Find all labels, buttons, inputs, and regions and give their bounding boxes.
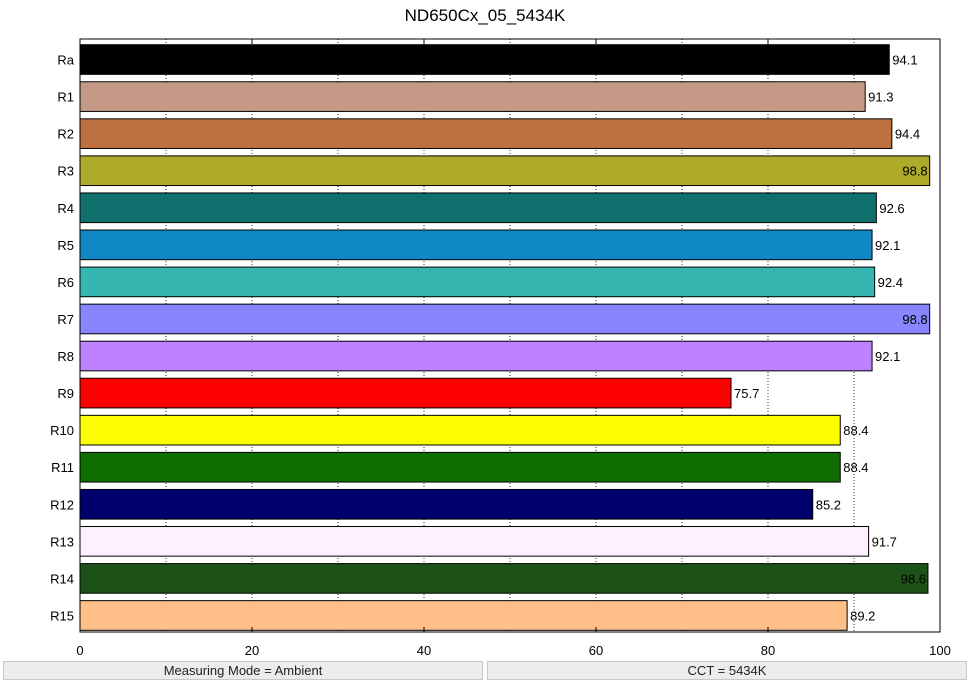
- category-label: Ra: [57, 53, 74, 68]
- value-label: 91.7: [872, 534, 897, 549]
- category-label: R15: [50, 608, 74, 623]
- x-tick-label: 100: [929, 643, 951, 658]
- bar-r11: [79, 451, 841, 483]
- value-label: 98.8: [902, 164, 927, 179]
- value-label: 92.1: [875, 238, 900, 253]
- x-tick-label: 20: [245, 643, 259, 658]
- category-label: R5: [57, 238, 74, 253]
- value-label: 94.1: [892, 53, 917, 68]
- bar-r1: [79, 81, 866, 112]
- value-labels: 94.1 91.3 94.4 98.8 92.6 92.1 92.4 98.8 92.1 75.7…: [734, 53, 928, 624]
- bar-r2: [79, 118, 893, 149]
- bar-r7: [79, 303, 931, 335]
- x-tick-label: 40: [417, 643, 431, 658]
- chart-title: ND650Cx_05_5434K: [404, 6, 566, 25]
- value-label: 88.4: [843, 460, 868, 475]
- bar-r6: [79, 266, 876, 298]
- value-label: 88.4: [843, 423, 868, 438]
- bar-r5: [79, 229, 873, 261]
- value-label: 75.7: [734, 386, 759, 401]
- bar-r13: [79, 526, 870, 557]
- x-tick-label: 0: [76, 643, 83, 658]
- value-label: 94.4: [895, 127, 920, 142]
- bar-r3: [79, 155, 931, 187]
- category-label: R3: [57, 164, 74, 179]
- category-label: R8: [57, 349, 74, 364]
- x-tick-label: 60: [589, 643, 603, 658]
- measuring-mode-status: Measuring Mode = Ambient: [3, 661, 483, 680]
- bar-r12: [79, 488, 814, 520]
- value-label: 98.6: [901, 571, 926, 586]
- x-tick-label: 80: [761, 643, 775, 658]
- bar-r15: [79, 600, 848, 631]
- bar-r4: [79, 192, 877, 224]
- bar-ra: [79, 44, 890, 75]
- category-label: R14: [50, 571, 74, 586]
- bars: [79, 44, 931, 631]
- category-label: R1: [57, 90, 74, 105]
- bar-chart: Ra R1 R2 R3 R4 R5 R6 R7 R8 R9 R10 R11 R12 R13 R14 R15 0 2…: [50, 38, 951, 658]
- category-label: R7: [57, 312, 74, 327]
- axis-ticks: Ra R1 R2 R3 R4 R5 R6 R7 R8 R9 R10 R11 R12 R13 R14 R15 0 2…: [50, 39, 951, 658]
- value-label: 91.3: [868, 90, 893, 105]
- status-bar: Measuring Mode = Ambient CCT = 5434K: [0, 659, 970, 683]
- value-label: 85.2: [816, 497, 841, 512]
- category-label: R10: [50, 423, 74, 438]
- plot-frame: [79, 38, 941, 633]
- bar-r14: [79, 563, 929, 594]
- category-label: R6: [57, 275, 74, 290]
- category-label: R9: [57, 386, 74, 401]
- category-label: R11: [51, 460, 74, 475]
- category-label: R13: [50, 534, 74, 549]
- cct-status: CCT = 5434K: [487, 661, 967, 680]
- category-label: R4: [57, 201, 74, 216]
- bar-r8: [79, 340, 873, 372]
- category-label: R12: [50, 497, 74, 512]
- value-label: 92.4: [878, 275, 903, 290]
- value-label: 89.2: [850, 608, 875, 623]
- value-label: 92.1: [875, 349, 900, 364]
- value-label: 92.6: [879, 201, 904, 216]
- bar-r9: [79, 377, 732, 409]
- value-label: 98.8: [902, 312, 927, 327]
- bar-r10: [79, 414, 841, 446]
- category-label: R2: [57, 127, 74, 142]
